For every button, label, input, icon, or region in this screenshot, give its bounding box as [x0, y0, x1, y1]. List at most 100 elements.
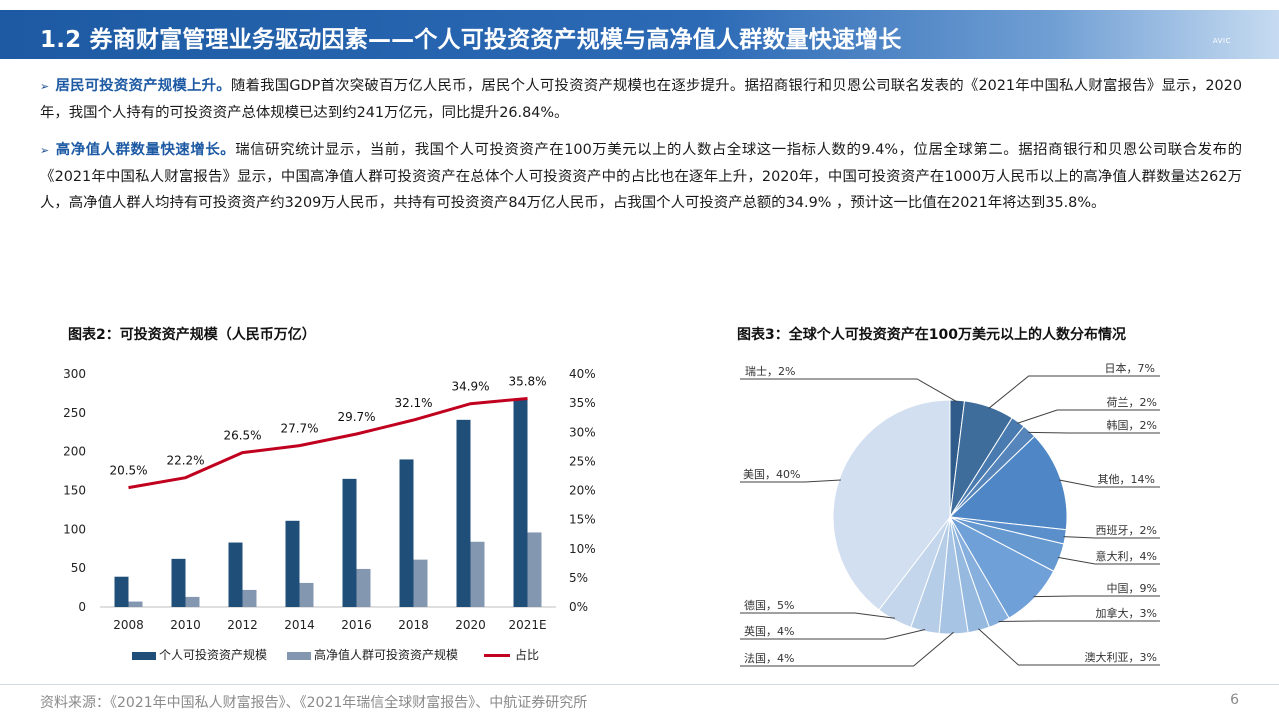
ratio-data-label: 34.9% — [451, 380, 489, 394]
slice-label: 美国，40% — [743, 468, 800, 481]
y-right-tick-label: 30% — [569, 425, 596, 439]
bar-hnw-assets — [527, 532, 542, 607]
pie-slice-美国 — [832, 399, 951, 611]
bar-personal-assets — [342, 478, 357, 607]
y-left-tick-label: 200 — [63, 445, 86, 459]
leader-line — [1033, 595, 1160, 598]
paragraph-lead: 居民可投资资产规模上升。 — [55, 78, 231, 94]
leader-line — [740, 479, 841, 483]
x-tick-label: 2014 — [284, 618, 315, 632]
legend-item-personal-assets: 个人可投资资产规模 — [132, 646, 267, 663]
slice-label: 日本，7% — [1105, 361, 1155, 375]
x-tick-label: 2018 — [398, 618, 429, 632]
paragraph-asset-scale: ➢ 居民可投资资产规模上升。随着我国GDP首次突破百万亿人民币，居民个人可投资资产… — [40, 73, 1242, 126]
legend-swatch — [132, 651, 156, 660]
y-left-tick-label: 0 — [78, 600, 86, 614]
ratio-data-label: 22.2% — [166, 454, 204, 468]
leader-line — [988, 375, 1160, 409]
bar-hnw-assets — [128, 601, 143, 607]
chart-title-global-distribution: 图表3：全球个人可投资资产在100万美元以上的人数分布情况 — [737, 327, 1126, 343]
footer-divider — [0, 684, 1279, 685]
bar-hnw-assets — [356, 568, 371, 607]
slice-label: 中国，9% — [1107, 582, 1157, 595]
slice-label: 意大利，4% — [1096, 549, 1157, 563]
y-left-tick-label: 150 — [63, 484, 86, 498]
asset-scale-chart: 0 50 100 150 200 250 300 0% 5% 10% 15% 20% 25% 30% 35%… — [63, 367, 596, 632]
brand-mark: AVIC — [1212, 37, 1231, 45]
ratio-data-label: 27.7% — [280, 422, 318, 436]
leader-line — [978, 628, 1160, 666]
slice-label: 澳大利亚，3% — [1085, 650, 1157, 664]
legend-label: 占比 — [515, 648, 540, 662]
bar-personal-assets — [399, 459, 414, 607]
bullet-arrow-icon: ➢ — [40, 144, 50, 157]
leader-line — [1016, 409, 1160, 424]
x-tick-label: 2021E — [508, 618, 546, 632]
y-right-tick-label: 35% — [569, 396, 596, 410]
leader-line — [740, 629, 926, 640]
slice-label: 其他，14% — [1098, 473, 1155, 486]
x-tick-label: 2016 — [341, 618, 372, 632]
ratio-data-label: 32.1% — [394, 396, 432, 410]
pie-slice-其他 — [948, 435, 1068, 531]
ratio-data-label: 35.8% — [508, 374, 546, 388]
bar-personal-assets — [114, 576, 129, 607]
slice-label: 加拿大，3% — [1096, 606, 1157, 620]
bar-hnw-assets — [470, 541, 485, 607]
y-right-tick-label: 0% — [569, 600, 588, 614]
ratio-line — [128, 396, 528, 490]
ratio-data-label: 29.7% — [337, 410, 375, 424]
bar-hnw-assets — [413, 559, 428, 607]
bar-personal-assets — [228, 542, 243, 607]
bar-hnw-assets — [185, 596, 200, 607]
leader-line — [1063, 536, 1160, 539]
y-right-tick-label: 10% — [569, 542, 596, 556]
leader-line — [740, 631, 954, 667]
y-left-tick-label: 50 — [71, 561, 86, 575]
bar-personal-assets — [456, 419, 471, 607]
bar-personal-assets — [513, 398, 528, 607]
legend-line-swatch — [484, 654, 510, 657]
bar-hnw-assets — [299, 582, 314, 607]
slice-label: 西班牙，2% — [1096, 524, 1157, 537]
leader-line — [1028, 431, 1160, 434]
bar-personal-assets — [171, 558, 186, 607]
header-bar: 1.2 券商财富管理业务驱动因素——个人可投资资产规模与高净值人群数量快速增长 … — [0, 10, 1279, 59]
slice-label: 荷兰，2% — [1107, 396, 1157, 409]
chart-title-asset-scale: 图表2：可投资资产规模（人民币万亿） — [68, 327, 316, 343]
footer-source: 资料来源：《2021年中国私人财富报告》、《2021年瑞信全球财富报告》、中航证… — [40, 695, 588, 711]
legend-label: 个人可投资资产规模 — [159, 648, 268, 662]
y-right-tick-label: 5% — [569, 571, 588, 585]
global-distribution-pie-chart: 瑞士，2% 日本，7% 荷兰，2% 韩国，2% 其他，14% 西班牙，2% 意大利，4% 中国… — [740, 361, 1160, 667]
page-number: 6 — [1230, 692, 1239, 708]
bullet-arrow-icon: ➢ — [40, 80, 50, 93]
y-left-tick-label: 100 — [63, 522, 86, 536]
y-right-tick-label: 20% — [569, 484, 596, 498]
slice-label: 瑞士，2% — [745, 364, 795, 378]
y-right-tick-label: 25% — [569, 454, 596, 468]
y-right-tick-label: 15% — [569, 513, 596, 527]
paragraph-text: 瑞信研究统计显示，当前，我国个人可投资资产在100万美元以上的人数占全球这一指标… — [40, 142, 1242, 211]
leader-line — [1059, 479, 1160, 488]
y-left-tick-label: 250 — [63, 406, 86, 420]
ratio-data-label: 20.5% — [109, 464, 147, 478]
y-right-tick-label: 40% — [569, 367, 596, 381]
page-title: 1.2 券商财富管理业务驱动因素——个人可投资资产规模与高净值人群数量快速增长 — [40, 27, 902, 53]
paragraph-hnw-growth: ➢ 高净值人群数量快速增长。瑞信研究统计显示，当前，我国个人可投资资产在100万美… — [40, 137, 1242, 216]
legend-label: 高净值人群可投资资产规模 — [314, 648, 459, 662]
leader-line — [740, 378, 958, 403]
bar-hnw-assets — [242, 589, 257, 607]
slice-label: 韩国，2% — [1107, 418, 1157, 432]
legend-item-ratio: 占比 — [484, 646, 539, 663]
slice-label: 英国，4% — [744, 624, 794, 638]
slice-label: 法国，4% — [744, 651, 794, 665]
bar-personal-assets — [285, 520, 300, 607]
legend-swatch — [287, 651, 311, 660]
legend-item-hnw-assets: 高净值人群可投资资产规模 — [287, 646, 458, 663]
ratio-data-label: 26.5% — [223, 429, 261, 443]
x-tick-label: 2020 — [455, 618, 486, 632]
slice-label: 德国，5% — [744, 598, 794, 612]
paragraph-text: 随着我国GDP首次突破百万亿人民币，居民个人可投资资产规模也在逐步提升。据招商银… — [40, 78, 1242, 121]
y-left-tick-label: 300 — [63, 367, 86, 381]
x-tick-label: 2008 — [113, 618, 144, 632]
